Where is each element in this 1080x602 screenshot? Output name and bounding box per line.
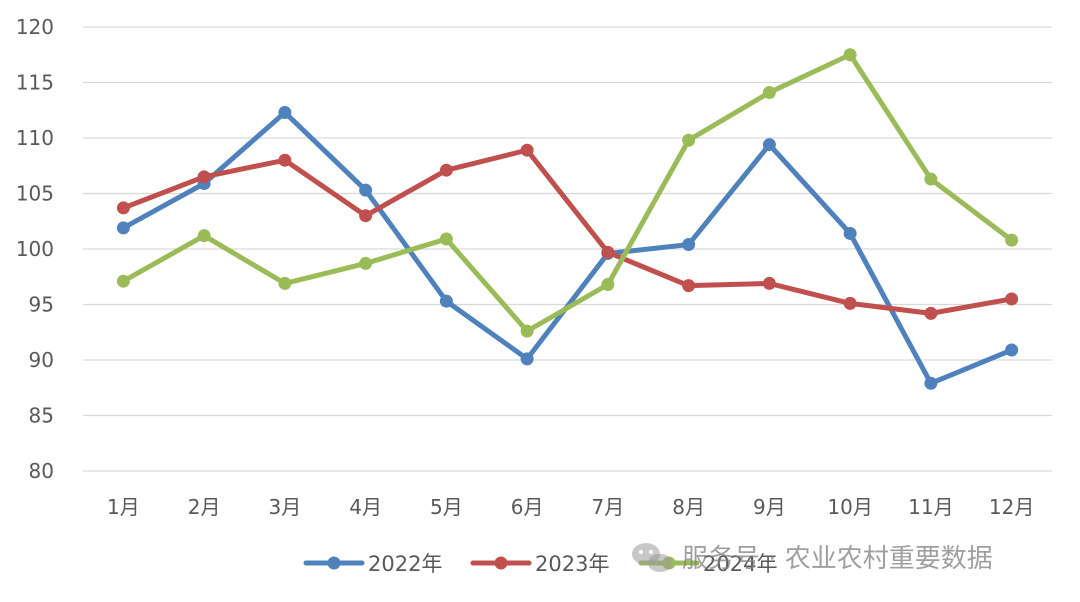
data-point bbox=[359, 209, 373, 223]
data-point bbox=[843, 296, 857, 310]
data-point bbox=[601, 245, 615, 259]
data-point bbox=[520, 143, 534, 157]
data-point bbox=[682, 279, 696, 293]
data-point bbox=[116, 201, 130, 215]
x-tick-label: 1月 bbox=[107, 495, 140, 519]
data-point bbox=[762, 138, 776, 152]
x-tick-label: 6月 bbox=[511, 495, 544, 519]
data-point bbox=[278, 105, 292, 119]
y-tick-label: 115 bbox=[16, 71, 54, 95]
data-point bbox=[1005, 233, 1019, 247]
y-tick-label: 85 bbox=[29, 404, 54, 428]
data-point bbox=[278, 276, 292, 290]
data-point bbox=[116, 274, 130, 288]
series-2023年 bbox=[116, 143, 1019, 320]
y-axis-ticks: 80 85 90 95 100 105 110 115 120 bbox=[16, 15, 54, 483]
legend-label: 2023年 bbox=[535, 552, 609, 576]
data-point bbox=[278, 153, 292, 167]
x-tick-label: 4月 bbox=[349, 495, 382, 519]
x-tick-label: 8月 bbox=[672, 495, 705, 519]
x-tick-label: 12月 bbox=[989, 495, 1034, 519]
data-point bbox=[843, 48, 857, 62]
data-point bbox=[843, 226, 857, 240]
legend-label: 2022年 bbox=[368, 552, 442, 576]
data-point bbox=[439, 294, 453, 308]
data-point bbox=[924, 172, 938, 186]
legend-marker bbox=[494, 556, 508, 570]
legend-marker bbox=[327, 556, 341, 570]
data-point bbox=[439, 232, 453, 246]
data-point bbox=[682, 238, 696, 252]
x-axis-ticks: 1月 2月 3月 4月 5月 6月 7月 8月 9月 10月 11月 12月 bbox=[107, 495, 1034, 519]
y-tick-label: 110 bbox=[16, 126, 54, 150]
series-line bbox=[120, 147, 1015, 316]
series-lines bbox=[116, 48, 1019, 390]
y-tick-label: 100 bbox=[16, 237, 54, 261]
x-tick-label: 9月 bbox=[753, 495, 786, 519]
y-tick-label: 80 bbox=[29, 459, 54, 483]
data-point bbox=[924, 306, 938, 320]
data-point bbox=[359, 256, 373, 270]
data-point bbox=[439, 163, 453, 177]
legend-item: 2022年 bbox=[303, 552, 442, 576]
data-point bbox=[924, 376, 938, 390]
watermark: 服务号 · 农业农村重要数据 bbox=[632, 543, 993, 574]
series-2024年 bbox=[116, 48, 1019, 338]
legend-label: 2024年 bbox=[703, 552, 777, 576]
data-point bbox=[197, 229, 211, 243]
legend: 2022年 2023年 2024年 bbox=[303, 552, 777, 576]
x-tick-label: 7月 bbox=[592, 495, 625, 519]
series-line bbox=[120, 52, 1015, 334]
data-point bbox=[762, 85, 776, 99]
watermark-text: 服务号 · 农业农村重要数据 bbox=[682, 544, 993, 574]
data-point bbox=[682, 133, 696, 147]
wechat-icon bbox=[632, 543, 672, 572]
series-2022年 bbox=[116, 105, 1019, 390]
data-point bbox=[762, 276, 776, 290]
y-tick-label: 105 bbox=[16, 182, 54, 206]
data-point bbox=[520, 324, 534, 338]
legend-item: 2023年 bbox=[470, 552, 609, 576]
x-tick-label: 11月 bbox=[908, 495, 953, 519]
data-point bbox=[116, 221, 130, 235]
data-point bbox=[520, 352, 534, 366]
x-tick-label: 3月 bbox=[269, 495, 302, 519]
gridlines bbox=[83, 26, 1052, 472]
y-tick-label: 120 bbox=[16, 15, 54, 39]
data-point bbox=[359, 183, 373, 197]
y-tick-label: 90 bbox=[29, 348, 54, 372]
x-tick-label: 5月 bbox=[430, 495, 463, 519]
series-line bbox=[120, 109, 1015, 386]
y-tick-label: 95 bbox=[29, 293, 54, 317]
data-point bbox=[197, 170, 211, 184]
x-tick-label: 2月 bbox=[188, 495, 221, 519]
data-point bbox=[601, 278, 615, 292]
x-tick-label: 10月 bbox=[827, 495, 872, 519]
data-point bbox=[1005, 343, 1019, 357]
data-point bbox=[1005, 292, 1019, 306]
